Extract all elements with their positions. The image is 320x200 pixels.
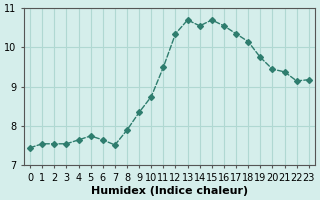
X-axis label: Humidex (Indice chaleur): Humidex (Indice chaleur) xyxy=(91,186,248,196)
